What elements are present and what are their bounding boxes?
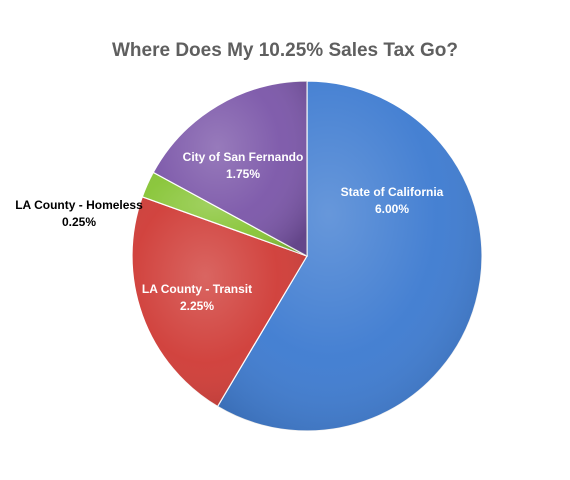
slice-value-label: 6.00% — [375, 202, 409, 216]
slice-shading — [142, 172, 307, 256]
slice-shading — [217, 81, 483, 431]
slice-value-label: 0.25% — [62, 215, 96, 229]
slice-shading — [153, 81, 307, 256]
slice-value-label: 2.25% — [180, 299, 214, 313]
pie-slices — [131, 80, 483, 432]
slice-label: City of San Fernando 1.75% — [183, 150, 304, 181]
slice-label: LA County - Homeless 0.25% — [15, 198, 143, 229]
chart-title: Where Does My 10.25% Sales Tax Go? — [111, 40, 458, 61]
slice-category-label: State of California — [341, 185, 444, 199]
slice-labels: State of California 6.00% LA County - Tran… — [15, 150, 443, 313]
slice-category-label: City of San Fernando — [183, 150, 304, 164]
slice-label: State of California 6.00% — [341, 185, 444, 216]
slice-value-label: 1.75% — [226, 167, 260, 181]
slice-shading — [131, 196, 307, 407]
slice-category-label: LA County - Homeless — [15, 198, 143, 212]
slice-label: LA County - Transit 2.25% — [142, 282, 252, 313]
slice-category-label: LA County - Transit — [142, 282, 252, 296]
